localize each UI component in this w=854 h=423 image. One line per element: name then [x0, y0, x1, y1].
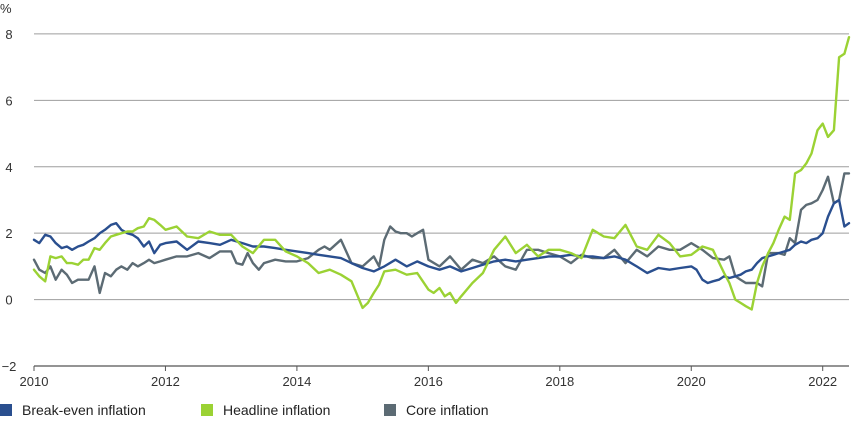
legend: Break-even inflation Headline inflation … — [0, 402, 854, 422]
y-tick-label: −2 — [2, 359, 17, 374]
y-tick-label: 0 — [5, 293, 12, 308]
x-tick-label: 2010 — [20, 374, 49, 389]
legend-swatch-headline — [201, 404, 213, 416]
x-tick-label: 2018 — [545, 374, 574, 389]
x-tick-label: 2014 — [282, 374, 311, 389]
grid-lines — [34, 33, 849, 367]
legend-item-headline: Headline inflation — [201, 402, 330, 418]
x-tick-label: 2020 — [677, 374, 706, 389]
line-chart: −2 0 2 4 6 8 % 2010 2012 2014 2016 2018 2020 2022 — [0, 1, 851, 389]
series-line-headline-inflation — [32, 36, 851, 311]
x-axis-ticks: 2010 2012 2014 2016 2018 2020 2022 — [20, 366, 837, 389]
legend-label-break-even: Break-even inflation — [22, 402, 146, 418]
legend-swatch-break-even — [0, 404, 12, 416]
y-axis-ticks: −2 0 2 4 6 8 — [2, 27, 17, 374]
series-lines — [32, 36, 851, 311]
y-axis-unit-label: % — [0, 1, 12, 16]
series-line-break-even-inflation — [32, 198, 851, 285]
legend-swatch-core — [384, 404, 396, 416]
y-tick-label: 8 — [5, 27, 12, 42]
y-tick-label: 2 — [5, 226, 12, 241]
legend-item-break-even: Break-even inflation — [0, 402, 146, 418]
legend-label-headline: Headline inflation — [223, 402, 331, 418]
y-tick-label: 4 — [5, 160, 12, 175]
series-line-core-inflation — [32, 172, 851, 295]
legend-label-core: Core inflation — [406, 402, 489, 418]
x-tick-label: 2022 — [808, 374, 837, 389]
x-tick-label: 2016 — [414, 374, 443, 389]
x-tick-label: 2012 — [151, 374, 180, 389]
legend-item-core: Core inflation — [384, 402, 489, 418]
y-tick-label: 6 — [5, 93, 12, 108]
